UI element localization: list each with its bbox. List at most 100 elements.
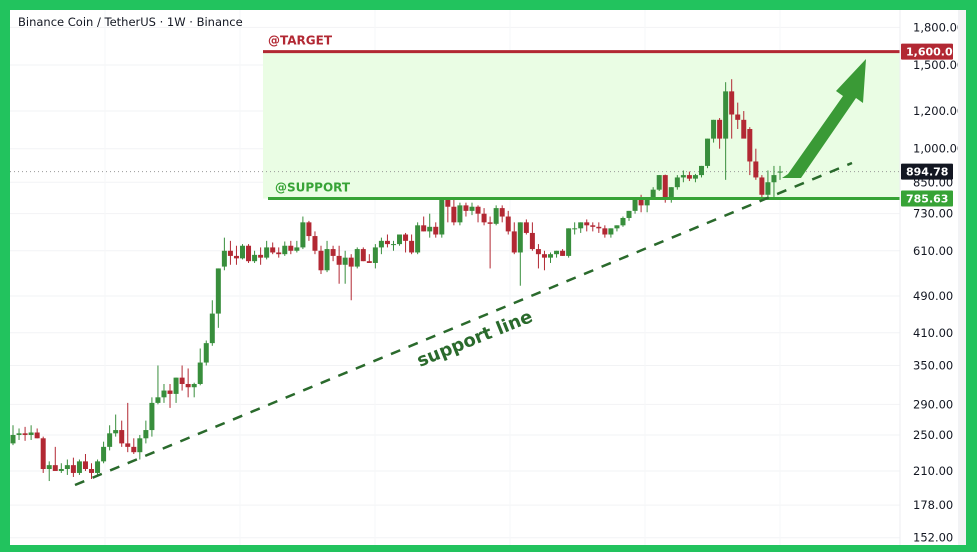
- chart-frame: @TARGET @SUPPORT support line 1,800.00 1,500…: [10, 10, 966, 545]
- candle-up: [566, 228, 572, 256]
- price-axis: [900, 10, 966, 545]
- y-tick-label: 210.00: [913, 464, 953, 478]
- candle-down: [475, 206, 481, 214]
- candle-down: [584, 222, 590, 226]
- candle-up: [517, 222, 523, 253]
- candle-up: [209, 313, 215, 344]
- candle-down: [366, 261, 372, 263]
- candle-down: [735, 114, 741, 120]
- candle-down: [82, 461, 88, 470]
- candle-down: [741, 119, 747, 139]
- candle-down: [185, 383, 191, 388]
- candle-up: [324, 249, 330, 271]
- target-price-tag: 1,600.00: [906, 46, 961, 59]
- candle-up: [16, 433, 22, 435]
- candle-down: [560, 250, 566, 256]
- candle-down: [529, 232, 535, 250]
- candle-down: [523, 222, 529, 233]
- candle-up: [711, 119, 717, 139]
- candle-up: [493, 208, 499, 224]
- candle-up: [95, 461, 101, 473]
- y-tick-label: 250.00: [913, 428, 953, 442]
- target-zone: [263, 51, 900, 199]
- candle-down: [306, 222, 312, 237]
- candle-up: [680, 175, 686, 178]
- candle-up: [548, 254, 554, 258]
- candle-down: [227, 250, 233, 256]
- candle-down: [535, 249, 541, 255]
- candle-up: [107, 433, 113, 447]
- candle-up: [143, 430, 149, 439]
- candle-up: [161, 390, 167, 398]
- candle-up: [723, 91, 729, 139]
- candle-up: [252, 254, 258, 262]
- candle-up: [608, 228, 614, 235]
- candle-up: [264, 247, 270, 258]
- candle-down: [747, 129, 753, 162]
- candle-down: [729, 91, 735, 115]
- candle-down: [270, 247, 276, 253]
- candle-down: [638, 200, 644, 206]
- candle-up: [137, 438, 143, 453]
- support-trendline: [74, 161, 853, 487]
- candle-down: [233, 255, 239, 259]
- last-price-tag: 894.78: [906, 166, 948, 179]
- candle-up: [656, 175, 662, 190]
- candle-down: [276, 252, 282, 255]
- candle-up: [239, 245, 245, 259]
- candle-down: [70, 465, 76, 473]
- candle-up: [28, 432, 34, 435]
- candle-up: [554, 250, 560, 255]
- candle-up: [221, 250, 227, 267]
- candle-up: [427, 226, 433, 232]
- candle-down: [34, 432, 40, 439]
- projection-arrow-icon: [782, 59, 866, 178]
- target-price-tag-bg: [901, 43, 953, 60]
- candle-up: [765, 182, 771, 195]
- support-price-tag: 785.63: [906, 193, 948, 206]
- candle-down: [481, 213, 487, 223]
- candle-up: [668, 187, 674, 201]
- candle-up: [58, 469, 64, 471]
- candle-down: [330, 249, 336, 256]
- candlestick-chart[interactable]: @TARGET @SUPPORT support line 1,800.00 1,500…: [10, 10, 966, 545]
- support-line-annotation: support line: [414, 306, 536, 371]
- candle-down: [596, 226, 602, 229]
- y-tick-label: 178.00: [913, 498, 953, 512]
- candle-up: [771, 175, 777, 183]
- candle-down: [22, 433, 28, 435]
- y-tick-label: 1,200.00: [913, 104, 964, 118]
- y-tick-label: 1,800.00: [913, 20, 964, 34]
- candle-down: [348, 257, 354, 267]
- candle-up: [439, 200, 445, 235]
- candle-down: [246, 245, 252, 262]
- candle-down: [40, 438, 46, 470]
- y-tick-label: 1,000.00: [913, 142, 964, 156]
- candle-up: [457, 205, 463, 223]
- candle-up: [282, 245, 288, 255]
- support-price-tag-bg: [901, 190, 953, 207]
- candle-up: [692, 175, 698, 179]
- y-tick-label: 1,500.00: [913, 58, 964, 72]
- y-tick-label: 290.00: [913, 397, 953, 411]
- candle-up: [705, 138, 711, 166]
- candle-up: [378, 240, 384, 248]
- candle-down: [384, 240, 390, 245]
- candle-up: [397, 234, 403, 245]
- candle-up: [620, 217, 626, 226]
- candle-down: [421, 225, 427, 232]
- candle-down: [717, 119, 723, 139]
- candle-down: [131, 446, 137, 453]
- candle-down: [52, 465, 58, 471]
- candle-down: [445, 200, 451, 207]
- candle-up: [101, 446, 107, 462]
- candle-up: [10, 434, 16, 444]
- candle-up: [674, 177, 680, 188]
- y-tick-label: 152.00: [913, 531, 953, 545]
- candle-up: [300, 222, 306, 248]
- candle-up: [64, 465, 70, 470]
- candle-down: [759, 177, 765, 195]
- candle-down: [487, 222, 493, 224]
- candle-down: [409, 240, 415, 253]
- candle-down: [258, 254, 264, 258]
